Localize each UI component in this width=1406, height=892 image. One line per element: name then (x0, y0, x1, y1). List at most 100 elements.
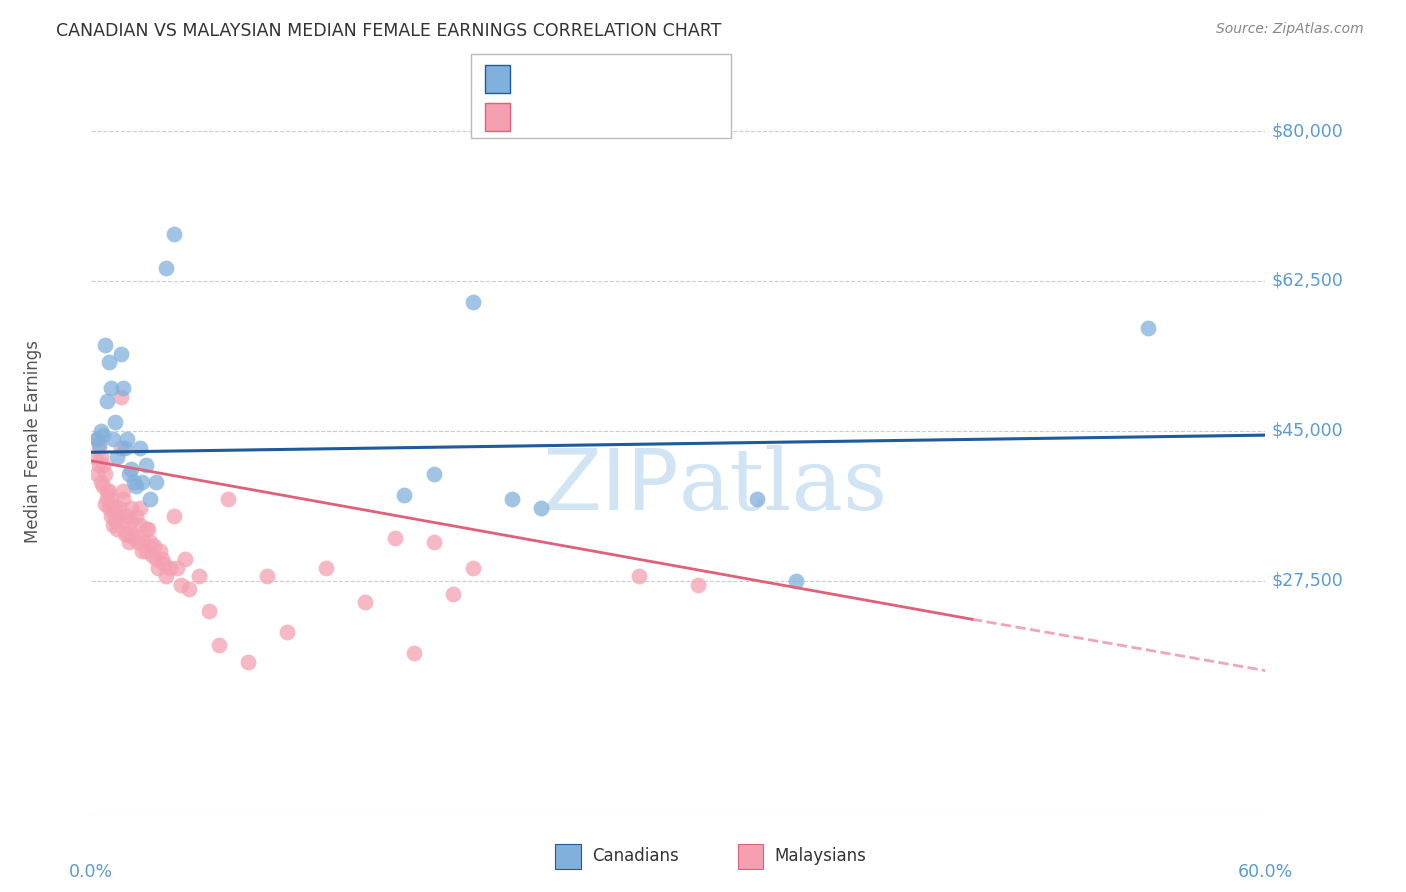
Point (101, 505, 124, 519)
Point (96, 393, 118, 408)
Point (155, 261, 177, 276)
Point (139, 535, 162, 549)
Point (94, 467, 117, 481)
Point (628, 569, 651, 583)
Point (149, 543, 172, 558)
Text: $45,000: $45,000 (1271, 422, 1343, 440)
Point (90, 475, 112, 490)
Point (98, 500, 121, 515)
Text: -0.490: -0.490 (564, 110, 619, 125)
Point (162, 227, 184, 241)
Point (101, 433, 124, 447)
Point (135, 543, 157, 558)
Point (115, 526, 138, 541)
Point (141, 548, 163, 562)
Point (143, 540, 166, 554)
Point (100, 492, 122, 507)
Point (135, 522, 157, 536)
Text: N =: N = (627, 71, 671, 87)
Point (107, 500, 129, 515)
Point (785, 574, 807, 588)
Text: atlas: atlas (678, 445, 887, 528)
Text: Canadians: Canadians (592, 847, 679, 865)
Text: $80,000: $80,000 (1271, 122, 1343, 140)
Point (110, 441, 132, 455)
Point (423, 535, 446, 549)
Point (120, 500, 142, 515)
Point (96, 483, 118, 498)
Point (117, 535, 139, 549)
Text: 77: 77 (673, 110, 695, 125)
Point (115, 433, 138, 447)
Point (461, 295, 484, 310)
Point (114, 526, 136, 541)
Point (111, 483, 134, 498)
Point (174, 552, 197, 566)
Point (129, 518, 152, 533)
Text: CANADIAN VS MALAYSIAN MEDIAN FEMALE EARNINGS CORRELATION CHART: CANADIAN VS MALAYSIAN MEDIAN FEMALE EARN… (56, 22, 721, 40)
Point (114, 441, 136, 455)
Point (86, 433, 108, 447)
Point (145, 475, 167, 490)
Point (89, 441, 111, 455)
Point (461, 561, 484, 575)
Point (136, 522, 159, 536)
Point (134, 535, 156, 549)
Point (217, 492, 239, 507)
Point (152, 557, 174, 571)
Point (166, 561, 188, 575)
Point (89, 458, 111, 472)
Text: R =: R = (522, 71, 555, 87)
Point (125, 509, 148, 524)
Point (501, 492, 523, 507)
Point (110, 347, 132, 361)
Point (129, 441, 152, 455)
Text: 0.046: 0.046 (564, 71, 617, 87)
Point (90, 450, 112, 464)
Point (104, 415, 127, 429)
Point (129, 500, 152, 515)
Point (256, 569, 278, 583)
Point (423, 467, 446, 481)
Point (135, 458, 157, 472)
Point (94, 497, 117, 511)
Point (150, 552, 173, 566)
Point (105, 450, 128, 464)
Point (131, 475, 153, 490)
Text: 0.0%: 0.0% (69, 863, 114, 881)
Point (125, 479, 148, 493)
Point (104, 514, 127, 528)
Text: 34: 34 (673, 71, 695, 87)
Text: $62,500: $62,500 (1271, 272, 1343, 290)
Point (120, 462, 142, 476)
Point (104, 500, 127, 515)
Point (404, 647, 426, 661)
Point (90, 424, 112, 438)
Point (236, 655, 259, 669)
Point (91, 428, 114, 442)
Point (124, 531, 146, 545)
Point (91, 458, 114, 472)
Point (86, 433, 108, 447)
Point (115, 509, 138, 524)
Point (745, 492, 768, 507)
Text: N =: N = (627, 110, 671, 125)
Point (101, 518, 124, 533)
Point (686, 578, 709, 592)
Point (179, 582, 201, 597)
Point (94, 338, 117, 352)
Point (124, 475, 146, 490)
Point (100, 381, 122, 395)
Point (89, 436, 111, 450)
Text: ZIP: ZIP (541, 445, 678, 528)
Point (105, 509, 128, 524)
Point (145, 552, 167, 566)
Point (530, 500, 553, 515)
Point (354, 595, 377, 609)
Point (111, 381, 134, 395)
Point (155, 569, 177, 583)
Point (188, 569, 211, 583)
Point (86, 467, 108, 481)
Point (100, 509, 122, 524)
Text: 60.0%: 60.0% (1237, 863, 1294, 881)
